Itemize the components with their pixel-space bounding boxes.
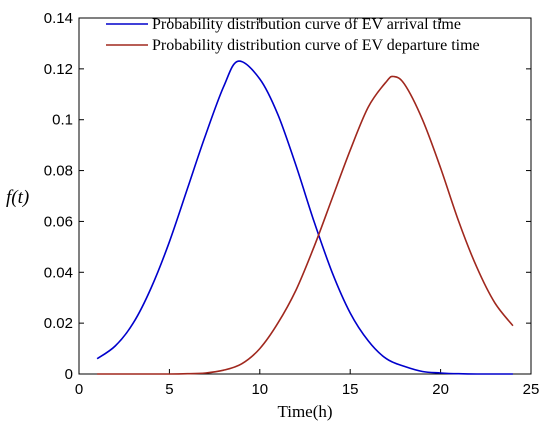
x-tick-label: 25 <box>523 381 540 398</box>
y-tick-label: 0.02 <box>44 315 73 332</box>
y-tick-label: 0.1 <box>52 112 73 129</box>
y-tick-label: 0.06 <box>44 213 73 230</box>
series-line-0 <box>96 60 513 375</box>
y-tick-label: 0.14 <box>44 10 73 27</box>
x-tick-label: 0 <box>75 381 83 398</box>
y-tick-label: 0.04 <box>44 264 73 281</box>
tick-labels: 0 5 10 15 20 25 0 0.02 0.04 0.06 0.08 0.1 0.12 0.14 <box>44 10 540 398</box>
series-group <box>96 60 514 375</box>
y-axis-label: f(t) <box>6 187 29 208</box>
x-tick-label: 20 <box>432 381 449 398</box>
x-tick-label: 5 <box>165 381 173 398</box>
legend-label-0: Probability distribution curve of EV arr… <box>152 16 461 33</box>
y-tick-label: 0.08 <box>44 163 73 180</box>
legend: Probability distribution curve of EV arr… <box>106 16 480 54</box>
series-line-1 <box>97 75 514 375</box>
x-tick-label: 10 <box>251 381 268 398</box>
y-tick-label: 0.12 <box>44 61 73 78</box>
x-tick-label: 15 <box>342 381 359 398</box>
x-axis-label: Time(h) <box>277 402 332 421</box>
y-tick-label: 0 <box>65 366 73 383</box>
legend-label-1: Probability distribution curve of EV dep… <box>152 37 480 54</box>
